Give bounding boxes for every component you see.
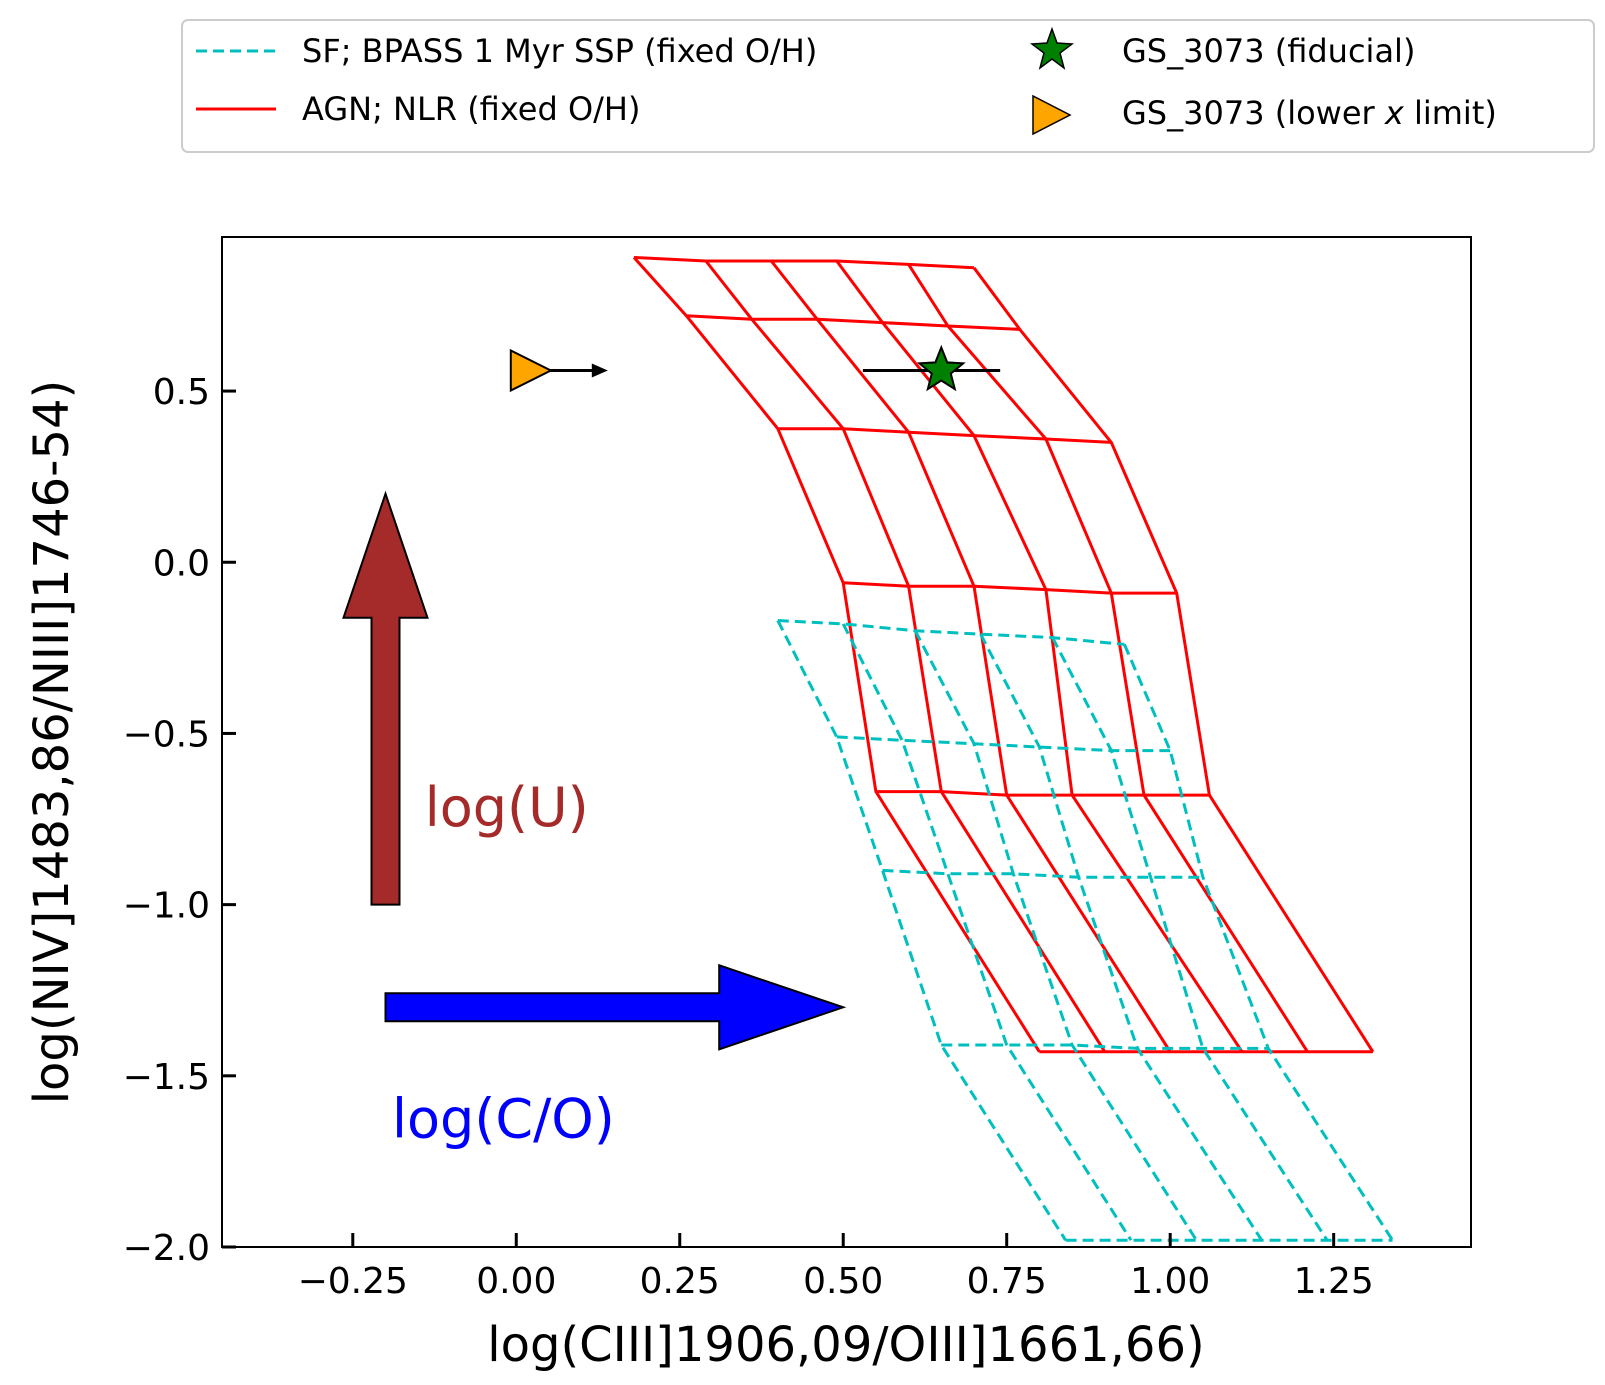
plot-area: log(U) log(C/O) xyxy=(342,256,1394,1242)
series-sf-grid xyxy=(776,619,1394,1242)
gs3073-fiducial-star xyxy=(916,344,966,392)
x-tick-label: 0.00 xyxy=(476,1261,556,1302)
grid-line-col-5 xyxy=(972,266,1375,1053)
grid-line-row-1 xyxy=(686,314,1020,331)
x-tick-label: 0.25 xyxy=(640,1261,720,1302)
grid-line-row-0 xyxy=(777,619,1125,646)
x-axis-title: log(CIII]1906,09/OIII]1661,66) xyxy=(487,1317,1204,1373)
log-u-label: log(U) xyxy=(425,776,589,839)
log-co-label: log(C/O) xyxy=(392,1087,615,1150)
y-tick-label: −0.5 xyxy=(123,714,210,755)
grid-line-col-0 xyxy=(632,256,1041,1053)
grid-line-row-4 xyxy=(875,790,1210,797)
legend-fiducial-label: GS_3073 (fiducial) xyxy=(1122,32,1415,70)
legend-agn-label: AGN; NLR (fixed O/H) xyxy=(302,90,640,128)
grid-line-row-2 xyxy=(777,427,1112,444)
gs3073-limit-triangle xyxy=(509,348,554,393)
legend-triangle-icon xyxy=(1032,94,1072,136)
grid-line-col-0 xyxy=(776,619,1067,1242)
y-axis-title: log(NIV]1483,86/NIII]1746-54) xyxy=(24,380,80,1105)
x-tick-label: 1.00 xyxy=(1130,1261,1210,1302)
grid-line-col-1 xyxy=(841,623,1133,1242)
grid-line-col-2 xyxy=(913,630,1198,1242)
grid-line-row-0 xyxy=(633,256,975,270)
grid-line-col-2 xyxy=(770,260,1172,1053)
log-co-arrow xyxy=(384,963,847,1051)
y-tick-label: 0.5 xyxy=(153,372,210,413)
grid-line-row-1 xyxy=(836,735,1171,753)
grid-line-col-5 xyxy=(1123,643,1394,1242)
y-tick-label: −1.5 xyxy=(123,1057,210,1098)
grid-line-row-3 xyxy=(843,581,1177,595)
legend-sf-label: SF; BPASS 1 Myr SSP (fixed O/H) xyxy=(302,32,817,70)
x-tick-label: 0.75 xyxy=(967,1261,1047,1302)
log-u-arrow xyxy=(342,490,429,906)
grid-line-col-4 xyxy=(907,263,1309,1053)
legend-limit-label: GS_3073 (lower x limit) xyxy=(1122,94,1497,132)
grid-line-col-4 xyxy=(1051,636,1329,1242)
limit-arrow-head xyxy=(591,363,608,378)
grid-line-row-2 xyxy=(882,868,1203,879)
y-tick-label: −2.0 xyxy=(123,1228,210,1269)
legend-box xyxy=(181,19,1595,153)
legend: SF; BPASS 1 Myr SSP (fixed O/H) AGN; NLR… xyxy=(181,19,1595,153)
y-tick-label: 0.0 xyxy=(153,543,210,584)
grid-line-col-3 xyxy=(979,633,1263,1242)
y-tick-label: −1.0 xyxy=(123,886,210,927)
grid-line-row-3 xyxy=(941,1043,1269,1050)
plot-frame xyxy=(221,236,1472,1248)
x-tick-label: 0.50 xyxy=(803,1261,883,1302)
series-agn-grid xyxy=(632,256,1375,1054)
x-tick-label: −0.25 xyxy=(298,1261,408,1302)
grid-line-col-3 xyxy=(835,260,1244,1053)
grid-line-col-1 xyxy=(704,260,1107,1053)
legend-star-icon xyxy=(1029,26,1075,70)
x-tick-label: 1.25 xyxy=(1294,1261,1374,1302)
